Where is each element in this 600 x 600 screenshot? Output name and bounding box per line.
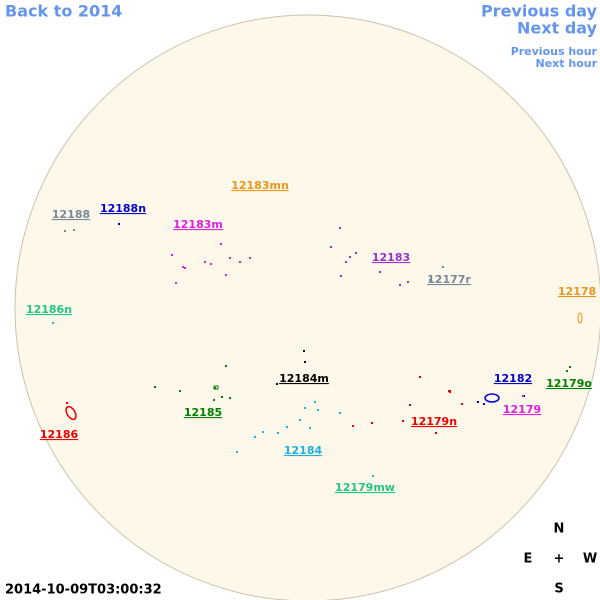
region-dot (448, 390, 451, 392)
region-dot (409, 404, 411, 406)
region-dot (419, 376, 421, 378)
next-hour-link[interactable]: Next hour (536, 57, 598, 70)
region-dot (303, 350, 305, 352)
region-dot (340, 275, 342, 277)
region-dot (429, 279, 431, 281)
back-link[interactable]: Back to 2014 (5, 2, 122, 21)
region-dot (210, 263, 212, 265)
region-dot (339, 412, 341, 414)
region-dot (442, 266, 444, 268)
region-dot (345, 261, 347, 263)
region-dot (175, 282, 177, 284)
compass-east: E (524, 552, 533, 567)
region-dot (461, 403, 463, 405)
region-label[interactable]: 12183mn (231, 179, 289, 192)
region-labels: 12183mn 12188 12188n 12183m 12183 12177r… (26, 179, 596, 494)
region-dot (154, 386, 156, 388)
region-dot (213, 385, 219, 390)
timestamp: 2014-10-09T03:00:32 (5, 583, 162, 598)
region-dot (118, 223, 120, 225)
region-dot (317, 409, 319, 411)
region-label[interactable]: 12179mw (335, 481, 395, 494)
region-dot (402, 420, 404, 422)
region-label[interactable]: 12188 (52, 208, 90, 221)
region-label[interactable]: 12184m (279, 372, 329, 385)
region-dot (477, 401, 479, 403)
region-dot (349, 256, 351, 258)
region-dot (399, 284, 401, 286)
compass-west: W (583, 552, 597, 567)
region-dot (330, 246, 332, 248)
region-dot (277, 432, 279, 434)
region-dot (352, 425, 354, 427)
region-dot (304, 361, 306, 363)
region-dot (214, 387, 216, 389)
region-label[interactable]: 12178 (558, 285, 596, 298)
region-dot (276, 383, 278, 385)
region-dot (569, 366, 571, 368)
region-dot (184, 267, 186, 269)
region-dot (64, 230, 66, 232)
region-dot (254, 436, 256, 438)
region-dot (213, 399, 215, 401)
region-dot (179, 390, 181, 392)
region-label[interactable]: 12188n (100, 202, 146, 215)
region-dot (577, 312, 583, 324)
region-dot (286, 426, 288, 428)
compass-south: S (554, 582, 563, 597)
region-dot (229, 257, 231, 259)
region-dot (339, 227, 341, 229)
next-day-link[interactable]: Next day (517, 19, 598, 38)
region-dot (299, 419, 301, 421)
region-dot (221, 396, 223, 398)
region-label[interactable]: 12179o (546, 377, 592, 390)
region-dot (372, 475, 374, 477)
region-label[interactable]: 12185 (184, 406, 222, 419)
compass-north: N (554, 522, 565, 537)
region-dots (52, 223, 583, 477)
region-dot (484, 393, 500, 403)
region-label[interactable]: 12184 (284, 444, 323, 457)
region-dot (171, 254, 173, 256)
region-dot (262, 431, 264, 433)
compass-center: + (554, 552, 565, 567)
region-dot (52, 322, 54, 324)
region-dot (220, 243, 222, 245)
region-dot (204, 261, 206, 263)
region-label[interactable]: 12183m (173, 218, 223, 231)
region-label[interactable]: 12186 (40, 428, 79, 441)
region-label[interactable]: 12179n (411, 415, 457, 428)
region-dot (522, 395, 524, 397)
region-dot (407, 281, 409, 283)
region-dot (435, 432, 437, 434)
previous-day-link[interactable]: Previous day (481, 2, 598, 21)
region-dot (483, 403, 485, 405)
region-dot (355, 252, 357, 254)
region-label[interactable]: 12186n (26, 303, 72, 316)
region-dot (225, 365, 227, 367)
region-dot (566, 370, 568, 372)
previous-hour-link[interactable]: Previous hour (511, 45, 598, 58)
region-label[interactable]: 12177r (427, 273, 471, 286)
region-dot (182, 266, 184, 268)
region-dot (304, 407, 306, 409)
region-label[interactable]: 12182 (494, 372, 532, 385)
region-dot (73, 229, 75, 231)
region-dot (371, 422, 373, 424)
region-dot (379, 271, 381, 273)
region-dot (236, 451, 238, 453)
region-label[interactable]: 12179 (503, 403, 541, 416)
region-dot (249, 257, 251, 259)
region-dot (229, 397, 231, 399)
region-dot (66, 402, 68, 404)
region-label[interactable]: 12183 (372, 251, 410, 264)
region-dot (239, 261, 241, 263)
region-dot (65, 405, 77, 421)
region-dot (309, 427, 311, 429)
region-dot (225, 274, 227, 276)
region-dot (314, 401, 316, 403)
solar-disk (14, 14, 600, 600)
